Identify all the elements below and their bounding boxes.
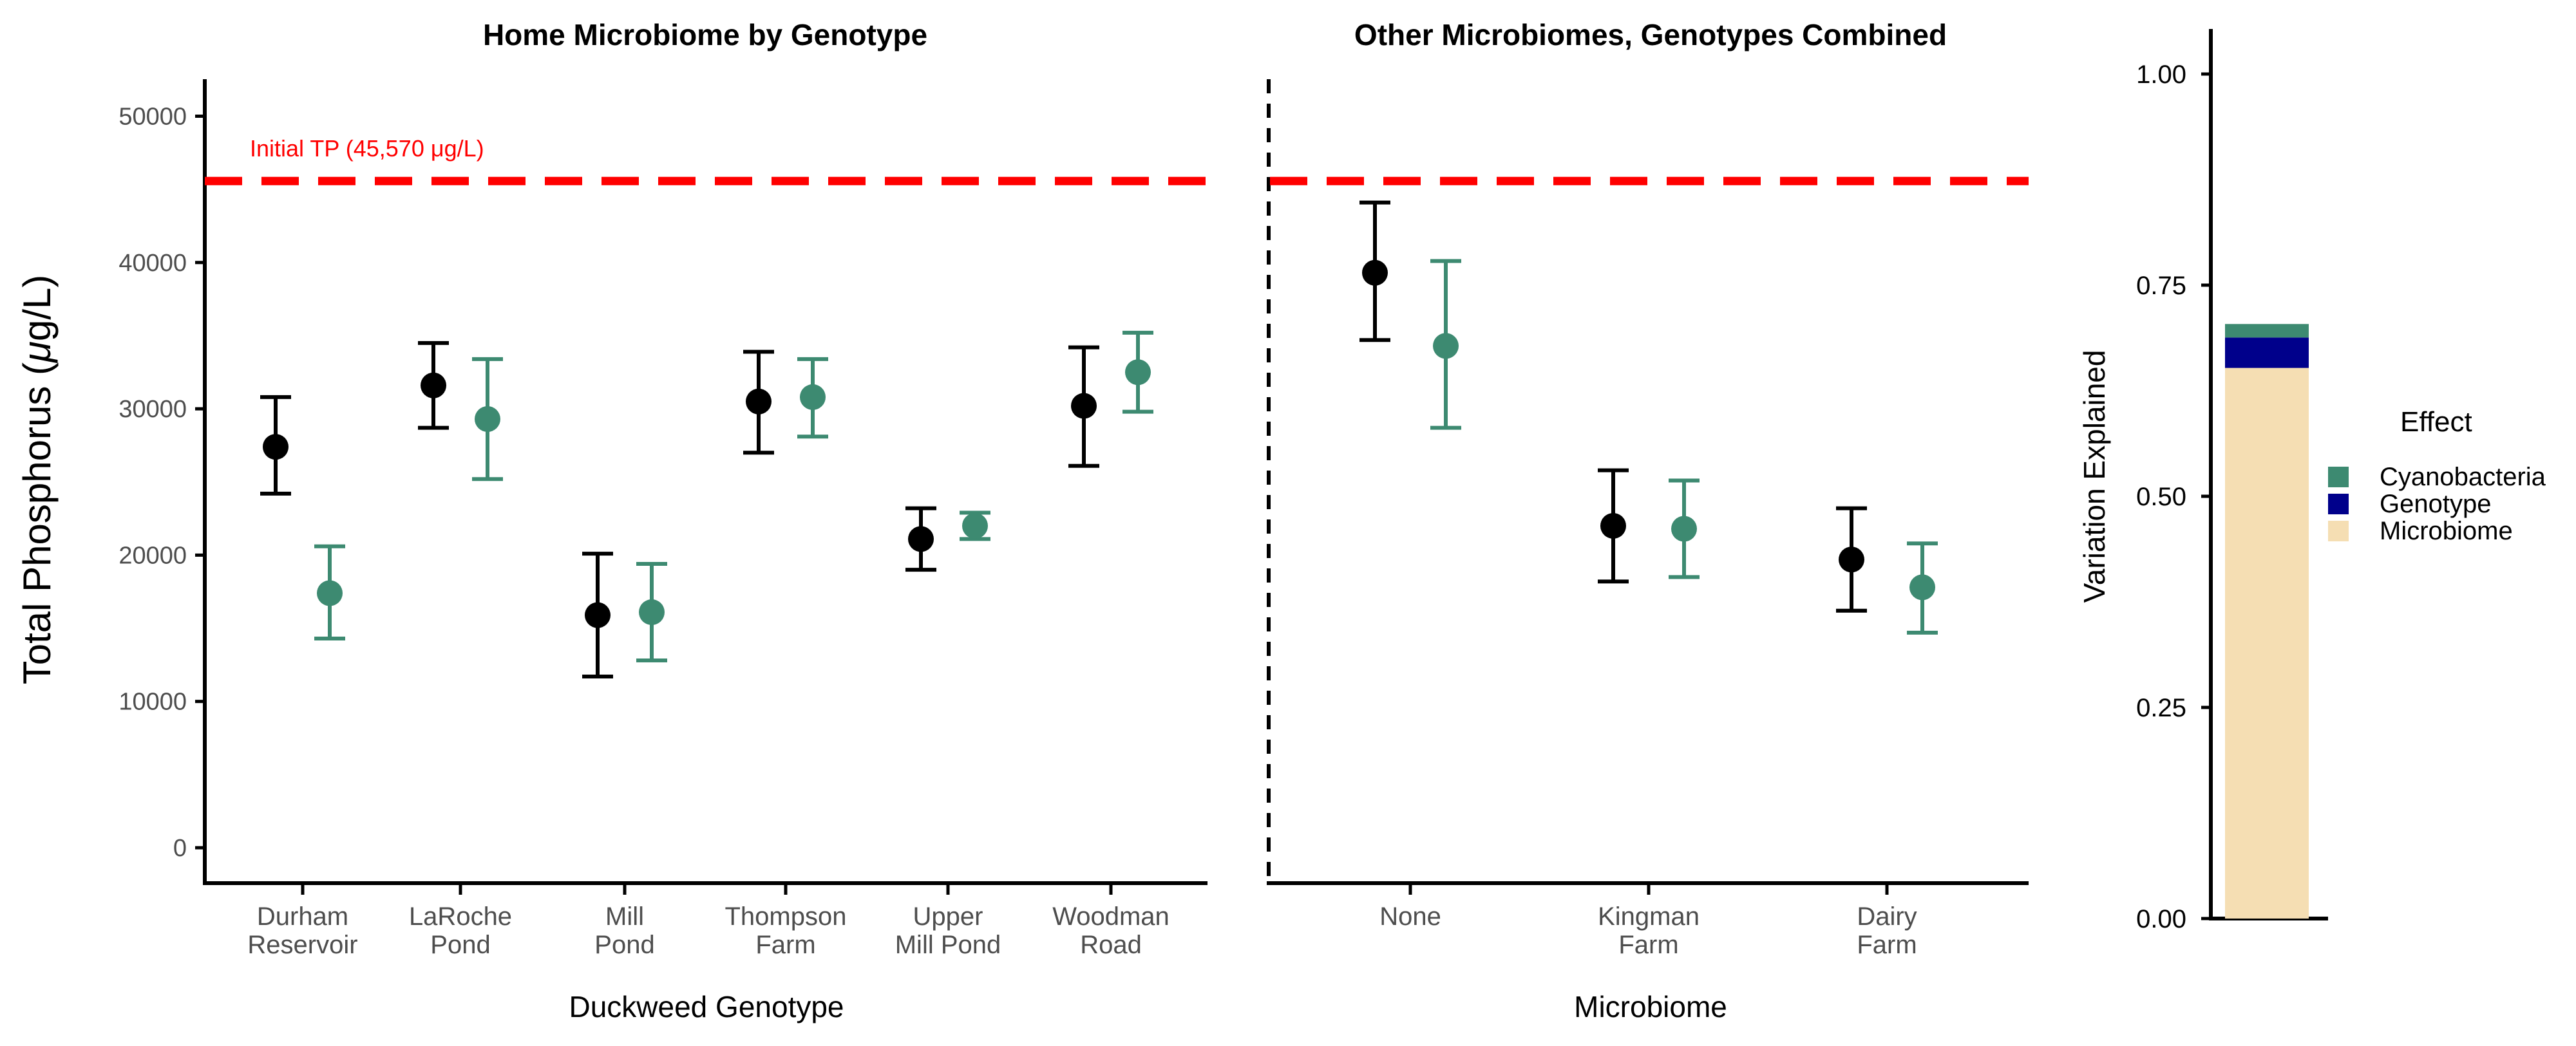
x-tick-label: Upper Mill Pond	[895, 902, 1001, 959]
legend-label: Cyanobacteria	[2380, 463, 2546, 491]
error-bar-point	[960, 510, 990, 541]
mean-point	[475, 406, 500, 433]
bar-segment-microbiome	[2225, 368, 2309, 919]
x-tick-label: Woodman Road	[1052, 902, 1170, 959]
mean-point	[746, 388, 772, 415]
bar-segment-cyanobacteria	[2225, 324, 2309, 338]
mean-point	[1600, 512, 1626, 539]
legend-swatch	[2328, 467, 2349, 487]
mean-point	[317, 580, 343, 606]
y-axis-title: Total Phosphorus (μg/L)	[15, 275, 59, 685]
mean-point	[1071, 393, 1097, 419]
x-tick-label: Mill Pond	[594, 902, 654, 959]
mean-point	[962, 512, 988, 539]
y-tick-label: 1.00	[2136, 61, 2186, 89]
error-bar-point	[1907, 541, 1938, 635]
error-bar-point	[472, 357, 503, 481]
x-tick-label: LaRoche Pond	[409, 902, 512, 959]
mean-point	[639, 599, 665, 626]
x-axis-title: Microbiome	[1574, 990, 1727, 1023]
legend-label: Microbiome	[2380, 517, 2513, 545]
y-tick-label: 0	[173, 835, 187, 862]
mean-point	[1909, 574, 1935, 601]
error-bar-point	[743, 350, 774, 455]
y-tick-label: 0.25	[2136, 694, 2186, 722]
y-tick-label: 20000	[118, 542, 187, 569]
y-tick-label: 10000	[118, 689, 187, 716]
mean-point	[1671, 516, 1697, 542]
error-bar-point	[1669, 478, 1700, 579]
panel-title: Other Microbiomes, Genotypes Combined	[1354, 18, 1947, 51]
y-tick-label: 0.50	[2136, 483, 2186, 511]
error-bar-point	[636, 562, 667, 663]
panel-other-microbiomes: Other Microbiomes, Genotypes Combined No…	[1267, 18, 2029, 1023]
error-bar-point	[582, 552, 613, 679]
error-bar-point	[1122, 330, 1153, 414]
x-tick-label: None	[1379, 902, 1441, 931]
panel-home-microbiome: Home Microbiome by Genotype 0 10000 20000 3…	[118, 18, 1208, 1023]
error-bar-point	[418, 341, 449, 430]
x-tick-label: Thompson Farm	[725, 902, 847, 959]
y-tick-label: 40000	[118, 250, 187, 277]
mean-point	[1125, 359, 1151, 386]
error-bar-point	[797, 357, 828, 439]
error-bar-point	[1430, 259, 1461, 430]
legend-title: Effect	[2400, 406, 2472, 438]
mean-point	[1433, 333, 1459, 359]
mean-point	[800, 384, 826, 410]
x-tick-label: Dairy Farm	[1857, 902, 1917, 959]
error-bar-point	[1068, 345, 1099, 468]
panel-title: Home Microbiome by Genotype	[483, 18, 927, 51]
mean-point	[1362, 259, 1388, 286]
mean-point	[585, 602, 611, 628]
mean-point	[421, 372, 446, 398]
bar-segment-genotype	[2225, 337, 2309, 368]
x-tick-label: Kingman Farm	[1598, 902, 1700, 959]
error-bar-point	[1836, 506, 1867, 613]
y-tick-label: 30000	[118, 396, 187, 423]
error-bar-point	[1359, 200, 1390, 342]
y-axis-title: Variation Explained	[2078, 350, 2111, 603]
reference-line-label: Initial TP (45,570 μg/L)	[250, 135, 484, 162]
y-tick-label: 0.00	[2136, 905, 2186, 933]
legend-swatch	[2328, 521, 2349, 541]
x-tick-label: Durham Reservoir	[247, 902, 357, 959]
legend-label: Genotype	[2380, 490, 2491, 518]
y-tick-label: 50000	[118, 104, 187, 131]
mean-point	[263, 434, 289, 460]
x-axis-title: Duckweed Genotype	[569, 990, 844, 1023]
panel-variation-explained: Variation Explained 0.00 0.25 0.50 0.75 1.00…	[2078, 29, 2546, 933]
mean-point	[1839, 546, 1864, 573]
error-bar-point	[314, 544, 345, 640]
legend-swatch	[2328, 494, 2349, 514]
y-tick-label: 0.75	[2136, 272, 2186, 300]
error-bar-point	[905, 506, 936, 572]
error-bar-point	[1598, 468, 1629, 584]
error-bar-point	[260, 395, 291, 496]
mean-point	[908, 526, 934, 552]
